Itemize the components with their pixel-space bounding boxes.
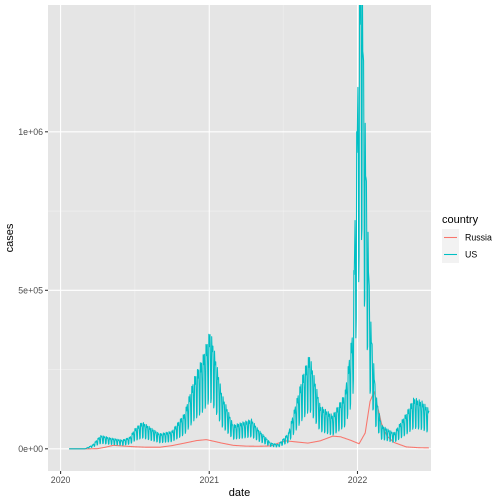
y-axis-title: cases	[4, 223, 16, 252]
y-axis: 0e+00 5e+05 1e+06	[18, 127, 48, 454]
major-gridlines	[48, 5, 431, 471]
x-tick-label: 2020	[51, 475, 71, 485]
series-line-russia	[68, 391, 430, 450]
y-tick-label: 5e+05	[18, 285, 43, 295]
legend-label-us: US	[465, 250, 477, 260]
legend-title: country	[442, 214, 479, 226]
legend: country Russia US	[442, 214, 492, 263]
x-tick-label: 2021	[199, 475, 219, 485]
minor-gridlines	[48, 5, 431, 471]
x-axis-title: date	[229, 487, 250, 499]
series-line-us	[68, 5, 430, 450]
legend-label-russia: Russia	[465, 233, 492, 243]
x-axis: 2020 2021 2022	[51, 471, 368, 485]
series-layer	[68, 5, 430, 450]
y-tick-label: 0e+00	[18, 444, 43, 454]
y-tick-label: 1e+06	[18, 127, 43, 137]
x-tick-label: 2022	[348, 475, 368, 485]
